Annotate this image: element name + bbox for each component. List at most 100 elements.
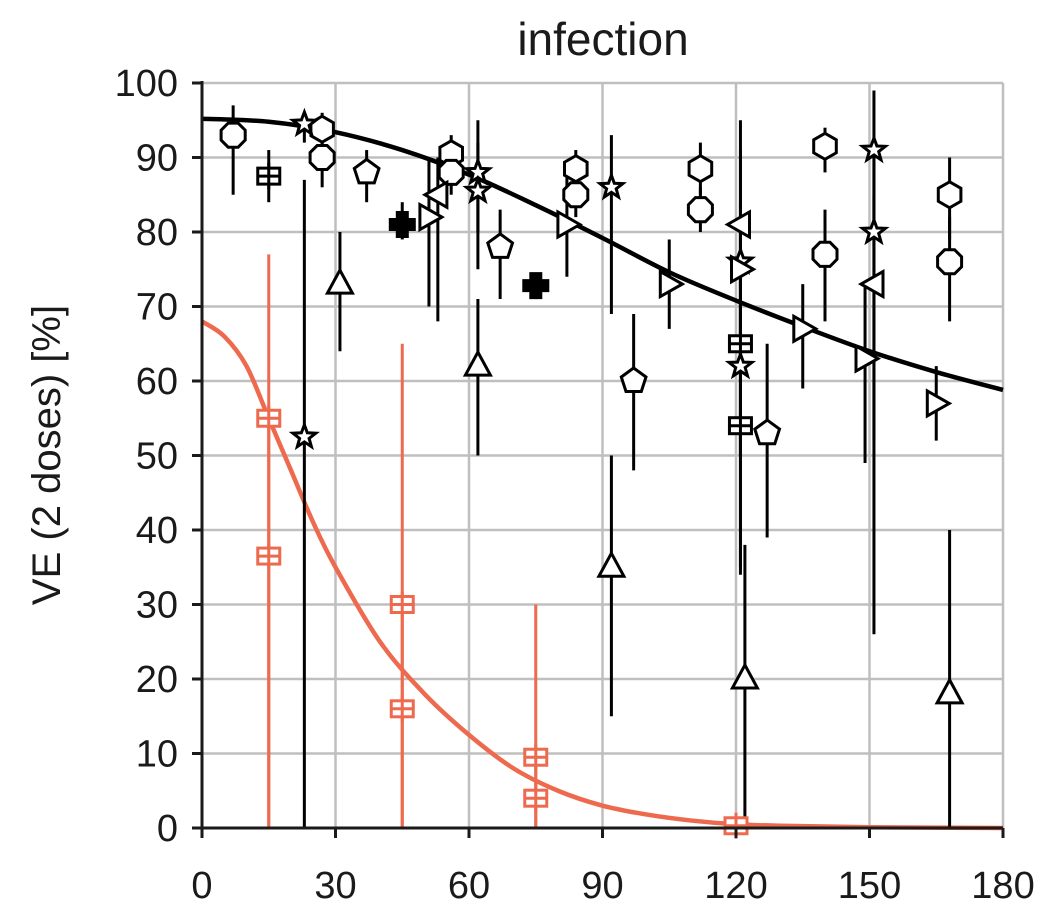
y-tick-label: 90 [136,138,178,180]
x-tick-label: 150 [838,865,901,907]
pentagon-marker [753,418,782,446]
data-point [936,248,964,276]
triangle-right-marker [730,254,757,285]
data-point [934,676,965,705]
y-tick-labels: 0 10 20 30 40 50 60 70 80 90 100 [115,63,178,850]
triangle-left-marker [724,209,751,240]
data-point [418,202,445,233]
octagon-marker [811,240,839,268]
cross-marker [522,272,550,300]
data-point [437,158,465,186]
data-point [854,343,882,374]
x-tick-label: 60 [448,865,490,907]
pentagon-marker [486,232,515,259]
data-point [219,121,247,149]
data-point [727,330,753,357]
data-point [595,170,627,201]
y-tick-label: 50 [136,436,178,478]
octagon-marker [219,121,247,149]
octagon-marker [562,181,590,209]
data-point [811,240,839,268]
y-tick-label: 60 [136,361,178,403]
y-tick-label: 30 [136,585,178,627]
data-point [308,144,336,171]
data-point [256,163,282,190]
octagon-marker [936,248,964,276]
data-point [724,349,757,380]
triangle-up-marker [324,266,355,295]
data-point [925,388,953,419]
data-point [324,266,355,295]
data-point [352,157,381,185]
data-point [421,179,449,210]
chart-title: infection [517,13,688,65]
triangle-up-marker [729,661,760,690]
data-point [389,695,415,722]
data-point [753,418,782,446]
fit-curve [201,116,1004,393]
triangle-right-marker [854,343,882,374]
data-point [658,269,686,300]
data-point [389,591,415,618]
data-point [727,412,753,439]
star-marker [288,420,320,451]
triangle-right-marker [418,202,445,233]
data-point [388,211,416,238]
y-tick-label: 40 [136,510,178,552]
hexagon-marker [812,131,838,162]
data-point [730,254,757,285]
grid-lines [202,81,1005,828]
y-axis-label: VE (2 doses) [%] [25,305,69,605]
data-point [256,405,282,432]
pentagon-marker [352,157,381,185]
y-tick-label: 100 [115,63,178,105]
y-tick-label: 20 [136,659,178,701]
x-tick-label: 180 [971,865,1034,907]
y-tick-label: 70 [136,287,178,329]
star-marker [462,174,494,205]
triangle-up-marker [934,676,965,705]
data-point [522,272,550,300]
data-point [858,215,890,246]
data-points [219,107,965,839]
data-point [288,107,320,138]
x-tick-label: 30 [314,865,356,907]
data-point [523,785,549,812]
axes [192,81,1005,838]
x-tick-labels: 0 30 60 90 120 150 180 [191,865,1034,907]
data-point [563,153,589,184]
x-tick-label: 0 [191,865,212,907]
octagon-marker [686,196,714,224]
data-point [462,174,494,205]
octagon-marker [437,158,465,186]
star-marker [858,133,890,164]
star-marker [858,215,890,246]
star-marker [595,170,627,201]
data-point [288,420,320,451]
x-tick-label: 90 [581,865,623,907]
data-point [256,543,282,570]
star-marker [288,107,320,138]
data-point [936,180,963,210]
data-point [686,196,714,224]
x-tick-label: 120 [704,865,767,907]
data-point [462,348,493,377]
y-tick-label: 0 [157,808,178,850]
hexagon-marker [687,153,714,184]
hexagon-marker [563,153,589,184]
cross-marker [388,211,416,238]
triangle-left-marker [857,269,885,300]
data-point [556,209,583,240]
triangle-up-marker [462,348,493,377]
data-point [486,232,515,259]
data-point [523,744,549,771]
data-point [792,313,819,344]
triangle-up-marker [596,550,627,578]
hexagon-marker [936,180,963,210]
triangle-left-marker [421,179,449,210]
data-point [812,131,838,162]
data-point [729,661,760,690]
octagon-marker [308,144,336,171]
y-tick-label: 80 [136,212,178,254]
